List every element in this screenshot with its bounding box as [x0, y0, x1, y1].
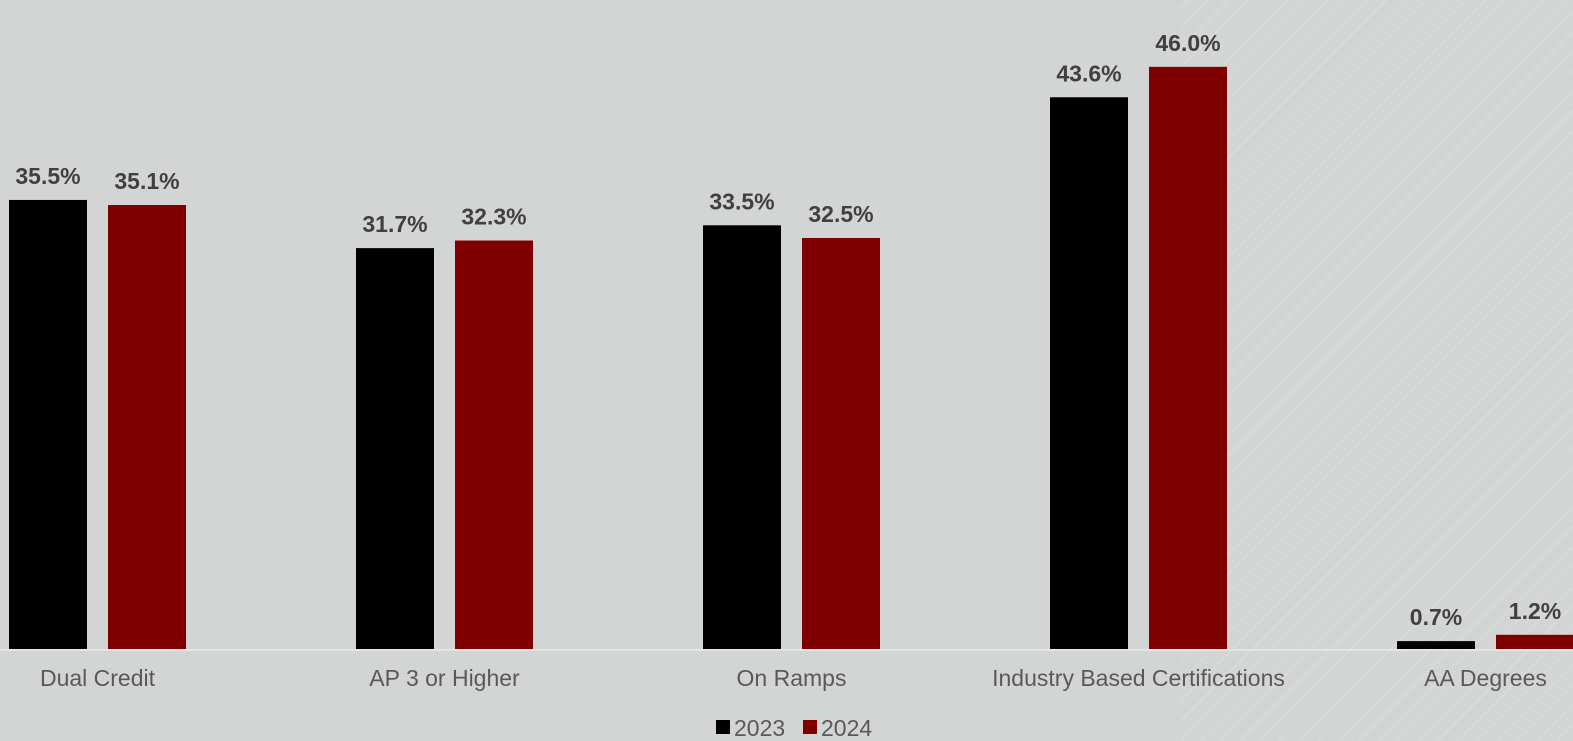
data-label-2024-on-ramps: 32.5%: [808, 201, 873, 227]
bar-2024-industry-based-certifications: [1149, 66, 1227, 651]
bar-2023-on-ramps: [703, 225, 781, 650]
category-labels-layer: Dual Credit AP 3 or Higher On Ramps Industr…: [40, 665, 1547, 691]
decorative-background-stripes: [1180, 0, 1573, 741]
legend-swatch-2023: [716, 720, 730, 734]
bars-layer: [9, 66, 1573, 651]
bar-2023-dual-credit: [9, 199, 87, 651]
data-label-2024-ap-3-or-higher: 32.3%: [461, 204, 526, 230]
legend-label-2023: 2023: [734, 715, 785, 741]
bar-2024-dual-credit: [108, 205, 186, 651]
data-label-2023-aa-degrees: 0.7%: [1410, 604, 1462, 630]
bar-2024-ap-3-or-higher: [455, 240, 533, 650]
bar-2024-aa-degrees: [1496, 634, 1573, 650]
bar-2024-on-ramps: [802, 237, 880, 650]
legend: 2023 2024: [716, 715, 872, 741]
category-label: Dual Credit: [40, 665, 156, 691]
legend-swatch-2024: [803, 720, 817, 734]
data-labels-layer: 35.5% 35.1% 31.7% 32.3% 33.5% 32.5% 43.6% 46.0%…: [15, 30, 1561, 630]
bar-2023-ap-3-or-higher: [356, 248, 434, 651]
data-label-2024-industry-based-certifications: 46.0%: [1155, 30, 1220, 56]
bar-2023-aa-degrees: [1397, 641, 1475, 650]
data-label-2024-dual-credit: 35.1%: [114, 168, 179, 194]
data-label-2023-on-ramps: 33.5%: [709, 188, 774, 214]
data-label-2024-aa-degrees: 1.2%: [1509, 598, 1561, 624]
data-label-2023-ap-3-or-higher: 31.7%: [362, 211, 427, 237]
legend-label-2024: 2024: [821, 715, 872, 741]
category-label: On Ramps: [737, 665, 847, 691]
category-label: AA Degrees: [1424, 665, 1547, 691]
data-label-2023-industry-based-certifications: 43.6%: [1056, 60, 1121, 86]
bar-2023-industry-based-certifications: [1050, 97, 1128, 651]
category-label: AP 3 or Higher: [369, 665, 520, 691]
category-label: Industry Based Certifications: [992, 665, 1285, 691]
data-label-2023-dual-credit: 35.5%: [15, 163, 80, 189]
